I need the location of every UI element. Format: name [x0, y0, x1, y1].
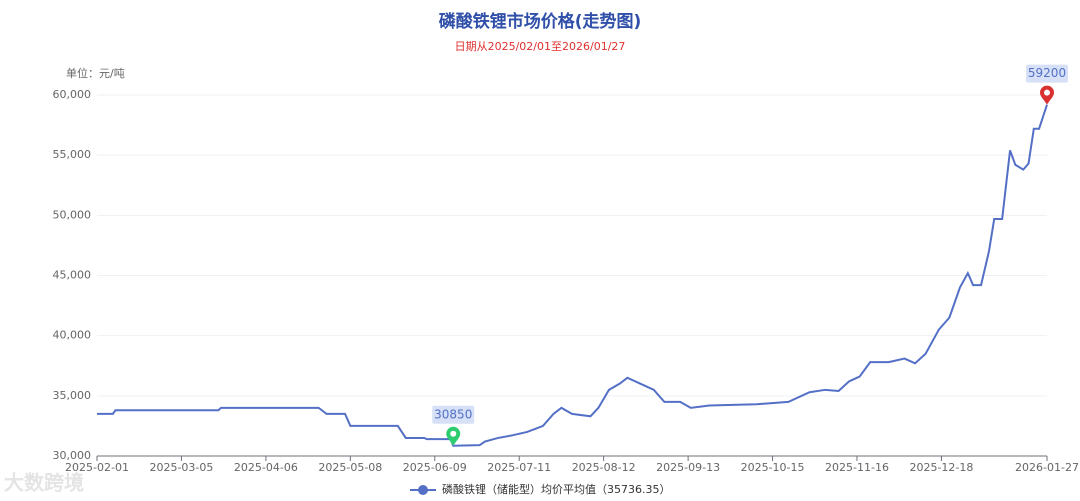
y-tick-label: 50,000 — [53, 208, 92, 221]
x-tick-label: 2025-06-09 — [403, 461, 467, 474]
x-tick-label: 2025-02-01 — [65, 461, 129, 474]
marker-label-box — [1026, 64, 1068, 83]
x-tick-label: 2025-09-13 — [656, 461, 720, 474]
chart-title: 磷酸铁锂市场价格(走势图) — [439, 11, 642, 32]
x-tick-label: 2025-10-15 — [741, 461, 805, 474]
y-tick-label: 35,000 — [53, 389, 92, 402]
marker-label: 59200 — [1028, 66, 1066, 80]
marker-hole — [1044, 89, 1050, 96]
x-tick-label: 2026-01-27 — [1015, 461, 1079, 474]
y-tick-label: 60,000 — [53, 88, 92, 101]
legend-label: 磷酸铁锂（储能型）均价平均值（35736.35） — [442, 482, 671, 496]
series-line — [97, 104, 1048, 447]
x-tick-label: 2025-05-08 — [318, 461, 382, 474]
x-tick-label: 2025-03-05 — [149, 461, 213, 474]
watermark: 大数跨境 — [4, 471, 84, 495]
y-tick-label: 40,000 — [53, 329, 92, 342]
x-tick-label: 2025-11-16 — [825, 461, 889, 474]
y-tick-label: 55,000 — [53, 148, 92, 161]
y-tick-label: 45,000 — [53, 269, 92, 282]
marker-label: 30850 — [434, 407, 472, 421]
y-unit-label: 单位：元/吨 — [66, 66, 125, 80]
x-tick-label: 2025-08-12 — [572, 461, 636, 474]
marker-hole — [450, 430, 457, 437]
x-tick-label: 2025-12-18 — [909, 461, 973, 474]
legend-dot — [418, 485, 428, 495]
marker-label-box — [432, 405, 475, 424]
chart-subtitle: 日期从2025/02/01至2026/01/27 — [455, 40, 626, 53]
x-tick-label: 2025-04-06 — [234, 461, 298, 474]
y-tick-label: 30,000 — [53, 449, 92, 462]
x-tick-label: 2025-07-11 — [487, 461, 551, 474]
